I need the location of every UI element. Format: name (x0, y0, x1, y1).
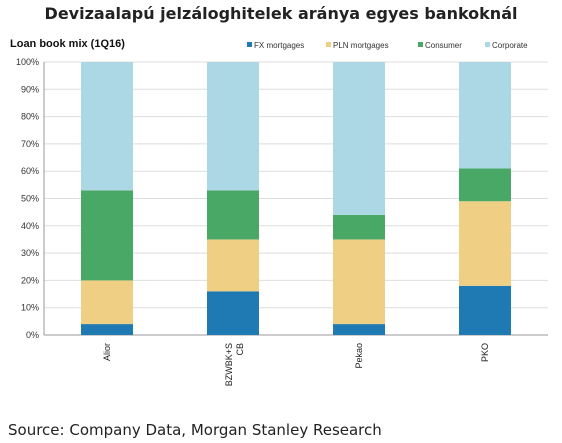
bar-segment-fx-mortgages (459, 285, 511, 335)
x-category-label: Pekao (354, 343, 364, 369)
bar-segment-consumer (333, 214, 385, 240)
bar-segment-pln-mortgages (459, 201, 511, 286)
bar-segment-pln-mortgages (333, 239, 385, 325)
y-tick-label: 90% (21, 84, 39, 94)
x-axis: Alior BZWBK+SCB Pekao PKO (102, 343, 490, 386)
page-title: Devizaalapú jelzáloghitelek aránya egyes… (44, 4, 518, 23)
y-tick-label: 50% (21, 194, 39, 204)
legend-swatch (247, 42, 252, 47)
y-tick-label: 10% (21, 303, 39, 313)
y-tick-label: 30% (21, 248, 39, 258)
bar-segment-pln-mortgages (207, 239, 259, 292)
y-tick-label: 60% (21, 166, 39, 176)
y-tick-label: 100% (16, 57, 39, 67)
legend-swatch (326, 42, 331, 47)
stacked-bar-chart: Loan book mix (1Q16) FX mortgages PLN mor… (10, 38, 548, 386)
bar-segment-fx-mortgages (81, 324, 133, 335)
bar-segment-pln-mortgages (81, 280, 133, 325)
source-note: Source: Company Data, Morgan Stanley Res… (8, 421, 382, 439)
y-tick-label: 20% (21, 275, 39, 285)
x-category-label: Alior (102, 343, 112, 361)
bar-segment-fx-mortgages (333, 324, 385, 335)
legend: FX mortgages PLN mortgages Consumer Corpora… (247, 41, 528, 50)
y-tick-label: 40% (21, 221, 39, 231)
bar-segment-consumer (207, 190, 259, 240)
legend-swatch (485, 42, 490, 47)
y-tick-label: 70% (21, 139, 39, 149)
legend-label: PLN mortgages (333, 41, 389, 50)
y-tick-label: 0% (26, 330, 39, 340)
y-tick-label: 80% (21, 112, 39, 122)
x-category-label: BZWBK+SCB (224, 343, 245, 386)
chart-subtitle: Loan book mix (1Q16) (10, 38, 125, 50)
bar-segment-consumer (81, 190, 133, 281)
legend-label: Corporate (492, 41, 528, 50)
legend-label: FX mortgages (254, 41, 304, 50)
bar-segment-corporate (207, 62, 259, 191)
legend-label: Consumer (425, 41, 462, 50)
bars (81, 62, 511, 335)
x-category-label: PKO (480, 343, 490, 362)
bar-segment-fx-mortgages (207, 291, 259, 335)
bar-segment-corporate (459, 62, 511, 169)
bar-segment-corporate (333, 62, 385, 215)
bar-segment-corporate (81, 62, 133, 191)
bar-segment-consumer (459, 168, 511, 202)
legend-swatch (418, 42, 423, 47)
